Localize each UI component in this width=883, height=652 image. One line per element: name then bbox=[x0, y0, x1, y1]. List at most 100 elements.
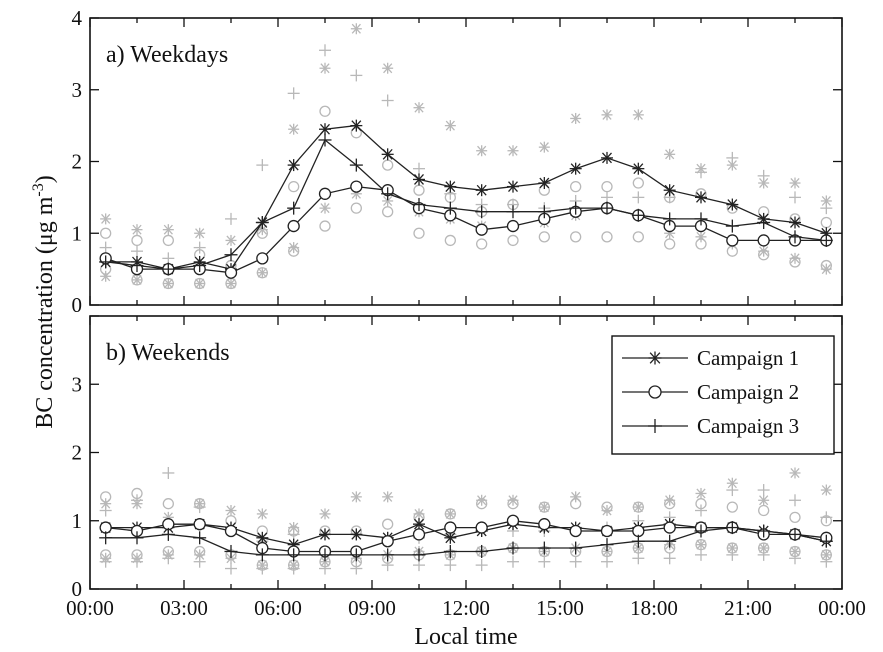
weekends-campaign-2-upper-13 bbox=[507, 498, 519, 510]
weekends-campaign-2-upper-21 bbox=[758, 504, 770, 517]
weekdays-campaign-2-line bbox=[105, 185, 827, 274]
weekends-campaign-3-point-1 bbox=[130, 531, 144, 545]
legend-entry-campaign-3: Campaign 3 bbox=[622, 414, 799, 438]
weekends-campaign-1-lower-19 bbox=[695, 539, 707, 551]
weekends-campaign-3-point-11 bbox=[443, 544, 457, 558]
weekends-campaign-3-lower-11 bbox=[444, 559, 457, 572]
xtick-label-7: 21:00 bbox=[724, 596, 772, 620]
weekdays-campaign-3-upper-19 bbox=[695, 166, 707, 179]
legend-label-campaign-2: Campaign 2 bbox=[697, 380, 799, 404]
weekdays-campaign-2-point-5 bbox=[256, 252, 269, 265]
weekends-campaign-2-point-9 bbox=[381, 535, 394, 548]
weekends-campaign-3-point-10 bbox=[412, 548, 426, 562]
y-axis-label-main: BC concentration (μg m bbox=[32, 196, 58, 428]
weekdays-ytick-label-4: 4 bbox=[72, 6, 83, 30]
weekends-campaign-2-upper-15 bbox=[570, 498, 582, 510]
weekdays-ytick-label-1: 1 bbox=[72, 221, 83, 245]
weekdays-campaign-3-point-16 bbox=[600, 201, 614, 215]
weekdays-campaign-2-lower-2 bbox=[162, 277, 174, 290]
weekends-campaign-3-point-12 bbox=[475, 544, 489, 558]
weekdays-campaign-2-lower-6 bbox=[288, 245, 300, 257]
weekends-campaign-3-lower-0 bbox=[99, 555, 112, 568]
weekdays-campaign-3-upper-6 bbox=[287, 87, 300, 100]
weekdays-campaign-1-point-14 bbox=[538, 177, 551, 190]
weekdays-campaign-2-upper-0 bbox=[100, 227, 112, 239]
weekends-campaign-1-upper-4 bbox=[225, 505, 237, 517]
weekdays-x-ticks bbox=[89, 18, 843, 305]
weekends-campaign-2-point-16 bbox=[600, 524, 614, 538]
panel-weekdays: 0 1 2 3 4 a) Weekdays bbox=[72, 6, 843, 317]
weekdays-campaign-1-upper-4 bbox=[225, 234, 237, 246]
weekdays-campaign-3-point-19 bbox=[694, 212, 708, 226]
legend-entry-campaign-2: Campaign 2 bbox=[622, 380, 799, 404]
weekdays-campaign-2-lower-7 bbox=[319, 220, 331, 232]
weekdays-campaign-1-upper-11 bbox=[444, 120, 456, 132]
weekdays-campaign-3-upper-8 bbox=[350, 69, 363, 82]
weekdays-campaign-2-upper-9 bbox=[382, 159, 394, 171]
weekdays-campaign-1-lower-9 bbox=[382, 195, 394, 207]
weekends-campaign-3-line bbox=[105, 526, 827, 556]
weekdays-campaign-3-point-15 bbox=[569, 201, 583, 215]
weekdays-campaign-2-lower-11 bbox=[444, 234, 456, 247]
weekdays-campaign-1-point-6 bbox=[287, 159, 300, 172]
weekdays-campaign-1-upper-10 bbox=[413, 102, 425, 114]
weekdays-campaign-1-point-18 bbox=[663, 184, 676, 197]
weekends-campaign-3-point-20 bbox=[725, 521, 739, 535]
weekdays-campaign-2-upper-15 bbox=[570, 180, 582, 193]
weekends-campaign-3-point-15 bbox=[569, 541, 583, 555]
weekends-campaign-2-point-13 bbox=[506, 514, 520, 527]
weekdays-campaign-1-point-13 bbox=[507, 180, 519, 193]
weekdays-campaign-3-point-23 bbox=[819, 233, 833, 247]
weekdays-campaign-1-point-7 bbox=[319, 123, 331, 136]
legend-entries: Campaign 1 Campaign 2 Campaign 3 bbox=[622, 346, 799, 438]
weekends-campaign-3-upper-20 bbox=[726, 484, 739, 497]
weekdays-campaign-2-point-7 bbox=[318, 187, 332, 200]
weekdays-campaign-3-upper-4 bbox=[225, 212, 237, 225]
weekdays-campaign-2-upper-6 bbox=[288, 180, 300, 193]
weekdays-campaign-1-point-12 bbox=[475, 184, 488, 197]
weekdays-campaign-1-upper-13 bbox=[507, 145, 519, 157]
weekends-campaign-1-point-8 bbox=[350, 528, 363, 541]
weekends-ytick-label-0: 0 bbox=[72, 577, 83, 601]
weekends-campaign-3-point-0 bbox=[99, 531, 113, 545]
weekdays-campaign-2-upper-7 bbox=[319, 105, 331, 117]
legend-marker-campaign-3 bbox=[648, 419, 662, 433]
xtick-label-8: 00:00 bbox=[818, 596, 866, 620]
weekdays-campaign-2-lower-14 bbox=[538, 231, 550, 243]
weekends-campaign-2-point-14 bbox=[538, 518, 551, 531]
weekends-campaign-2-point-15 bbox=[569, 524, 582, 538]
weekdays-campaign-3-upper-2 bbox=[162, 252, 175, 265]
weekends-campaign-3-lower-19 bbox=[695, 548, 707, 561]
weekends-campaign-3-upper-23 bbox=[820, 511, 833, 524]
weekends-campaign-1-upper-9 bbox=[382, 491, 394, 503]
weekdays-campaign-3-point-9 bbox=[381, 187, 395, 201]
weekdays-campaign-1-upper-0 bbox=[100, 213, 112, 225]
weekdays-campaign-1-point-10 bbox=[413, 173, 425, 186]
x-axis-label: Local time bbox=[414, 624, 517, 650]
weekdays-campaign-3-upper-16 bbox=[601, 191, 613, 204]
weekends-campaign-1-upper-20 bbox=[726, 477, 738, 489]
weekends-campaign-2-upper-17 bbox=[632, 501, 644, 513]
weekends-campaign-3-point-4 bbox=[224, 544, 238, 558]
weekends-campaign-2-point-11 bbox=[444, 521, 457, 534]
weekdays-campaign-3-point-6 bbox=[287, 201, 301, 215]
weekdays-campaign-3-point-1 bbox=[130, 259, 144, 273]
weekdays-campaign-2-point-20 bbox=[726, 234, 739, 247]
weekdays-campaign-3-upper-10 bbox=[413, 162, 425, 175]
panel-weekends: 0 1 2 3 b) Weekends bbox=[72, 315, 843, 601]
weekends-campaign-3-lower-13 bbox=[507, 555, 519, 568]
weekdays-campaign-2-lower-3 bbox=[194, 277, 206, 290]
weekends-campaign-3-point-3 bbox=[193, 531, 207, 545]
weekends-campaign-2-upper-22 bbox=[789, 511, 801, 523]
weekends-campaign-2-point-4 bbox=[224, 524, 238, 538]
y-axis-label-exponent: -3 bbox=[30, 183, 47, 196]
weekdays-campaign-2-point-12 bbox=[475, 223, 488, 236]
weekdays-campaign-3-upper-5 bbox=[256, 159, 269, 172]
weekdays-series-markers bbox=[99, 119, 833, 279]
weekdays-campaign-2-point-4 bbox=[224, 266, 238, 279]
weekdays-campaign-3-point-4 bbox=[224, 248, 238, 262]
weekends-x-ticks bbox=[89, 316, 843, 589]
weekends-campaign-2-upper-20 bbox=[726, 501, 738, 513]
weekdays-campaign-2-upper-23 bbox=[820, 216, 832, 229]
weekdays-campaign-2-lower-19 bbox=[695, 238, 707, 250]
